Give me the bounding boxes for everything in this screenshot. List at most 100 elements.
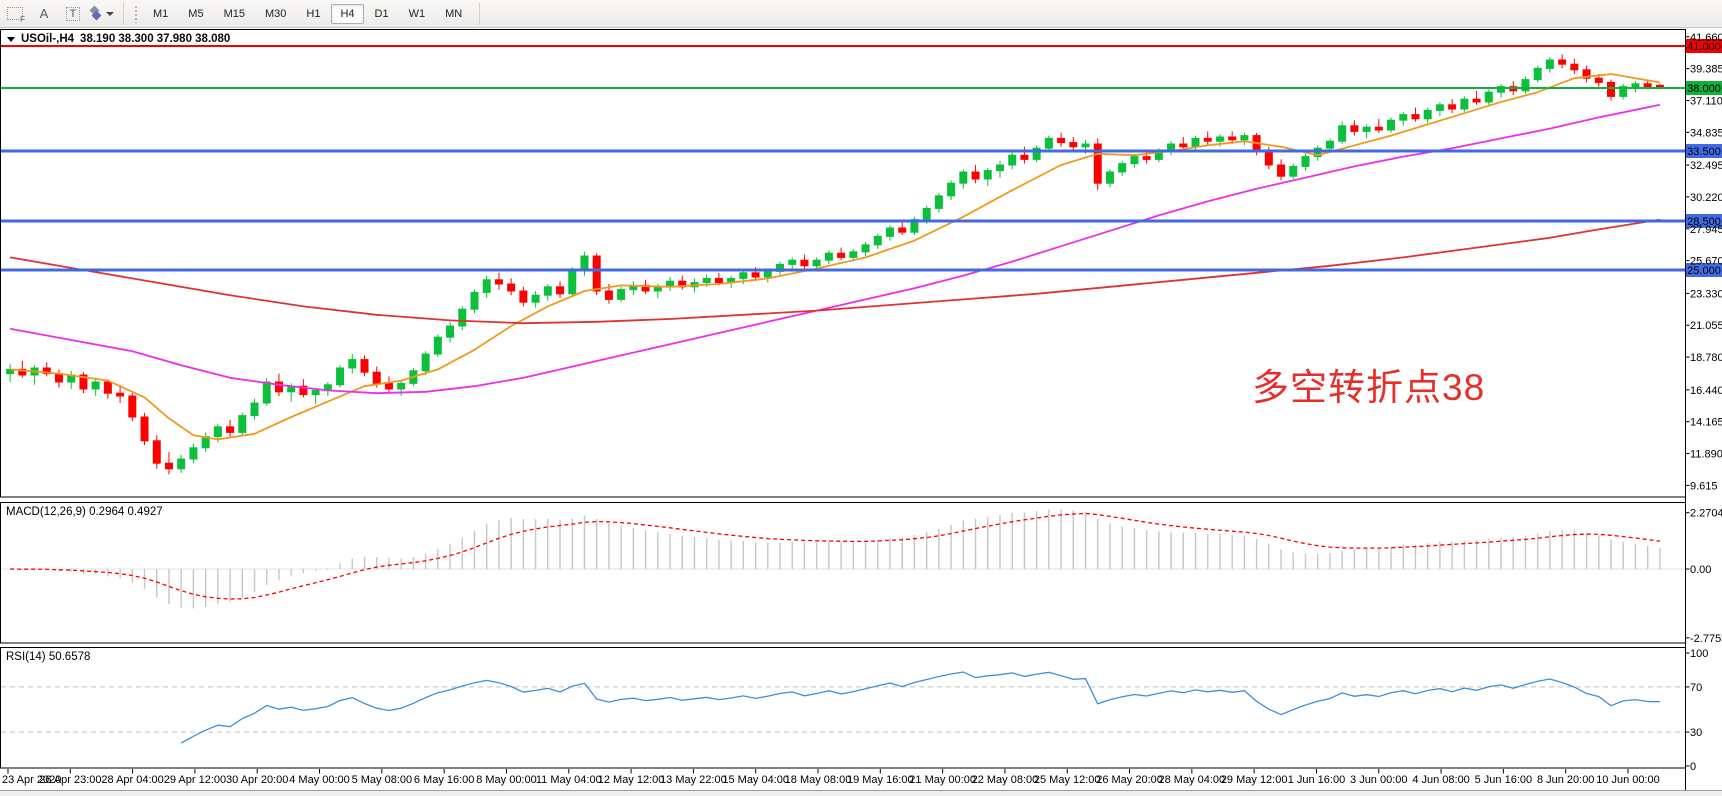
timeframe-button-m15[interactable]: M15: [215, 4, 254, 24]
time-tick-label: 19 May 16:00: [847, 774, 914, 786]
font-frame-tool-button[interactable]: F: [2, 3, 28, 25]
candle-body: [299, 385, 308, 396]
macd-signal-line: [10, 512, 1660, 600]
candle-body: [1008, 154, 1017, 166]
timeframe-toolbar: M1 M5 M15 M30 H1 H4 D1 W1 MN: [144, 3, 471, 24]
candle-body: [164, 462, 173, 470]
toolbar-separator-2: [479, 2, 481, 25]
candle-body: [1558, 59, 1567, 65]
timeframe-button-mn[interactable]: MN: [436, 4, 471, 24]
candle-body: [556, 286, 565, 295]
candle-body: [1044, 137, 1053, 149]
timeframe-button-h4[interactable]: H4: [331, 3, 364, 24]
chart-annotation-text: 多空转折点38: [1252, 367, 1486, 408]
time-tick-label: 11 May 04:00: [536, 774, 602, 786]
candle-body: [1081, 143, 1090, 148]
time-tick-label: 8 Jun 20:00: [1537, 774, 1595, 786]
time-tick-label: 29 Apr 12:00: [164, 774, 226, 786]
candle-body: [177, 458, 186, 470]
candle-body: [763, 270, 772, 278]
candle-body: [336, 367, 345, 386]
candle-body: [18, 368, 27, 376]
candle-body: [1350, 125, 1359, 132]
candle-body: [384, 382, 393, 390]
candle-body: [1228, 136, 1237, 141]
time-tick-label: 23 Apr 2020: [2, 774, 61, 786]
candle-body: [1374, 126, 1383, 131]
timeframe-button-h1[interactable]: H1: [297, 4, 329, 24]
timeframe-button-m5[interactable]: M5: [179, 4, 212, 24]
candle-body: [1093, 143, 1102, 184]
candle-body: [1472, 98, 1481, 103]
candle-body: [1484, 91, 1493, 103]
candle-body: [1118, 163, 1127, 173]
price-tick-label: 37.110: [1690, 95, 1722, 107]
window-bottom-strip: [0, 791, 1722, 796]
pane-splitter-macd[interactable]: [0, 497, 1686, 503]
text-annotation-button[interactable]: A: [31, 3, 57, 25]
candle-body: [1545, 59, 1554, 69]
candle-body: [470, 291, 479, 310]
level-badge-label: 41.000: [1687, 41, 1721, 53]
timeframe-button-m30[interactable]: M30: [256, 4, 295, 24]
rsi-line: [180, 671, 1660, 744]
toolbar: F A T M1 M5 M15 M30 H1 H4 D1 W1 MN: [0, 0, 1722, 28]
rsi-axis-label: 100: [1690, 648, 1708, 660]
time-tick-label: 10 Jun 00:00: [1596, 774, 1660, 786]
candle-body: [1215, 136, 1224, 142]
time-tick-label: 13 May 22:00: [660, 774, 727, 786]
time-tick-label: 6 May 16:00: [414, 774, 475, 786]
toolbar-grip[interactable]: [134, 4, 139, 23]
candle-body: [531, 294, 540, 303]
time-tick-label: 12 May 12:00: [598, 774, 665, 786]
candle-body: [1435, 104, 1444, 111]
text-label-button[interactable]: T: [60, 3, 86, 25]
candle-body: [812, 259, 821, 267]
pane-splitter-rsi[interactable]: [0, 642, 1686, 648]
time-tick-label: 8 May 00:00: [476, 774, 537, 786]
candle-body: [1582, 69, 1591, 79]
candle-body: [1411, 114, 1420, 120]
mid-ma-line: [9, 103, 1661, 395]
candle-body: [1338, 125, 1347, 142]
candle-body: [604, 290, 613, 300]
timeframe-button-m1[interactable]: M1: [144, 4, 177, 24]
candle-body: [971, 171, 980, 180]
candle-body: [568, 269, 577, 295]
rsi-axis-label: 30: [1690, 727, 1702, 739]
candle-body: [103, 381, 112, 394]
chart-title[interactable]: USOil-,H4 38.190 38.300 37.980 38.080: [7, 33, 230, 45]
timeframe-button-w1[interactable]: W1: [400, 4, 435, 24]
price-tick-label: 9.615: [1690, 480, 1718, 492]
candle-body: [1399, 114, 1408, 121]
level-badge-33.500: [1686, 144, 1722, 158]
candle-body: [274, 381, 283, 393]
chart-symbol-timeframe: USOil-,H4: [21, 33, 75, 45]
fast-ma-line: [10, 73, 1661, 441]
time-tick-label: 26 May 20:00: [1096, 774, 1163, 786]
candle-body: [995, 164, 1004, 172]
timeframe-button-d1[interactable]: D1: [366, 4, 398, 24]
candle-body: [885, 227, 894, 237]
candle-body: [397, 382, 406, 390]
time-tick-label: 18 May 08:00: [785, 774, 852, 786]
candle-body: [421, 353, 430, 372]
candle-body: [1020, 154, 1029, 160]
candle-body: [580, 255, 589, 271]
symbol-dropdown-icon[interactable]: [7, 36, 15, 42]
candle-body: [592, 255, 601, 292]
level-badge-label: 25.000: [1687, 265, 1721, 277]
time-tick-label: 21 May 00:00: [909, 774, 976, 786]
macd-axis-label: -2.7759: [1690, 633, 1722, 645]
candle-body: [482, 279, 491, 293]
level-badge-28.500: [1686, 214, 1722, 228]
shapes-tool-button[interactable]: [89, 3, 115, 25]
price-tick-label: 21.055: [1690, 320, 1722, 332]
candle-body: [1277, 164, 1286, 177]
candle-body: [1240, 135, 1249, 141]
candle-body: [898, 227, 907, 233]
candle-body: [1521, 79, 1530, 92]
time-tick-label: 15 May 04:00: [722, 774, 789, 786]
candlesticks[interactable]: [6, 54, 1664, 475]
